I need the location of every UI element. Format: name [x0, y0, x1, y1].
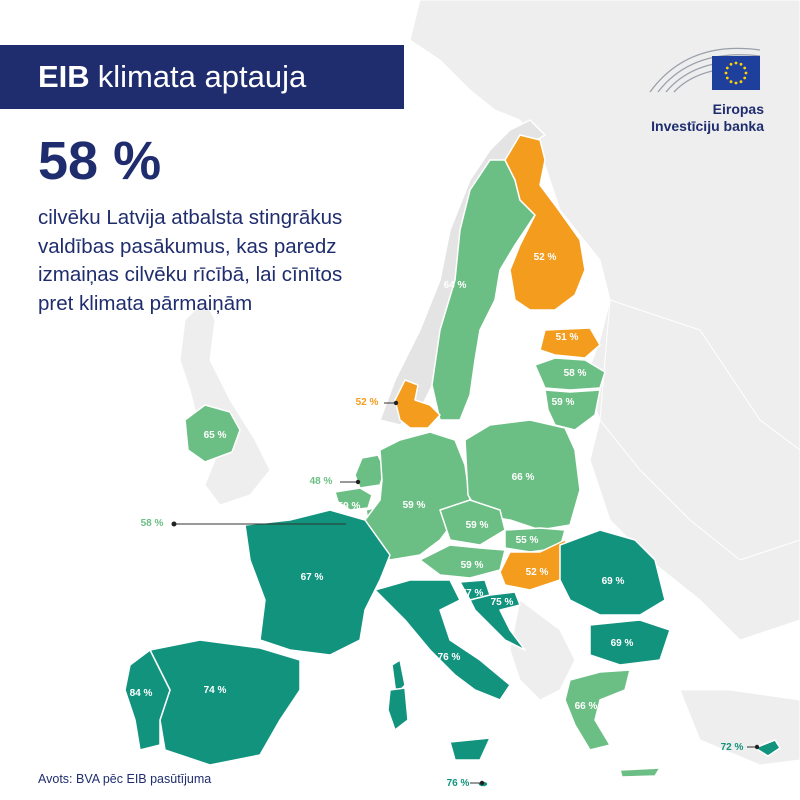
headline-line-2: valdības pasākumus, kas paredz [38, 234, 337, 258]
headline-line-1: cilvēku Latvija atbalsta stingrākus [38, 206, 343, 229]
label-hungary: 52 % [526, 567, 549, 578]
label-slovakia: 55 % [516, 535, 539, 546]
label-greece: 66 % [575, 701, 598, 712]
country-corsica [391, 659, 406, 696]
country-france [244, 509, 391, 656]
label-luxembourg: 59 % [338, 501, 361, 512]
country-lithuania [544, 389, 601, 431]
eu-stars-icon [724, 61, 748, 85]
country-latvia [534, 357, 606, 391]
label-denmark: 52 % [356, 397, 379, 408]
label-spain: 74 % [204, 685, 227, 696]
country-greece [564, 669, 631, 751]
label-czechia: 59 % [466, 520, 489, 531]
label-slovenia: 77 % [461, 588, 484, 599]
label-netherlands: 48 % [310, 476, 333, 487]
background-land [179, 0, 800, 766]
label-france: 67 % [301, 572, 324, 583]
country-croatia [469, 591, 526, 651]
leader-dots [171, 400, 760, 786]
headline-percent: 58 % [38, 131, 162, 191]
country-sardinia [387, 687, 409, 731]
label-sweden: 64 % [444, 280, 467, 291]
country-finland [504, 134, 586, 311]
country-labels: 52 % 64 % 51 % 58 % 59 % 52 % 65 % 48 % 58 % 59 %… [130, 252, 744, 789]
label-poland: 66 % [512, 472, 535, 483]
label-estonia: 51 % [556, 332, 579, 343]
label-portugal: 84 % [130, 688, 153, 699]
dot-malta [479, 780, 485, 786]
title-bold: EIB [38, 59, 90, 94]
headline-line-3: izmaiņas cilvēku rīcībā, lai cīnītos [38, 263, 343, 286]
label-germany: 59 % [403, 500, 426, 511]
country-cyprus [754, 739, 781, 757]
country-estonia [539, 327, 601, 359]
eib-logo [649, 47, 761, 93]
title-rest: klimata aptauja [97, 59, 307, 94]
label-finland: 52 % [534, 252, 557, 263]
label-ireland: 65 % [204, 430, 227, 441]
country-belgium [334, 487, 373, 511]
eu-flag-icon [712, 56, 760, 90]
country-denmark [394, 379, 441, 429]
label-lithuania: 59 % [552, 397, 575, 408]
country-portugal [124, 649, 171, 751]
dot-netherlands [355, 479, 361, 485]
dot-cyprus [754, 744, 760, 750]
country-italy [374, 579, 511, 701]
label-italy: 76 % [438, 652, 461, 663]
source-note: Avots: BVA pēc EIB pasūtījuma [38, 772, 212, 786]
dot-denmark [393, 400, 399, 406]
label-latvia: 58 % [564, 368, 587, 379]
country-crete [619, 767, 661, 778]
label-croatia: 75 % [491, 597, 514, 608]
eib-logo-text: Eiropas Investīciju banka [651, 101, 764, 135]
label-bulgaria: 69 % [611, 638, 634, 649]
label-belgium: 58 % [141, 518, 164, 529]
headline-text: cilvēku Latvija atbalsta stingrākus vald… [38, 204, 408, 318]
country-sicily [449, 737, 491, 761]
title-banner: EIB klimata aptauja [0, 45, 404, 109]
logo-line-2: Investīciju banka [651, 118, 764, 134]
country-austria [419, 544, 506, 579]
logo-line-1: Eiropas [712, 101, 764, 117]
dot-belgium-left [171, 521, 177, 527]
country-germany [364, 431, 471, 561]
country-ireland [184, 404, 241, 463]
headline-line-4: pret klimata pārmaiņām [38, 291, 253, 315]
label-romania: 69 % [602, 576, 625, 587]
label-austria: 59 % [461, 560, 484, 571]
label-cyprus: 72 % [721, 742, 744, 753]
country-spain [149, 639, 301, 766]
country-shapes [124, 119, 781, 788]
label-malta: 76 % [447, 778, 470, 789]
country-bulgaria [589, 619, 671, 666]
country-romania [559, 529, 666, 616]
